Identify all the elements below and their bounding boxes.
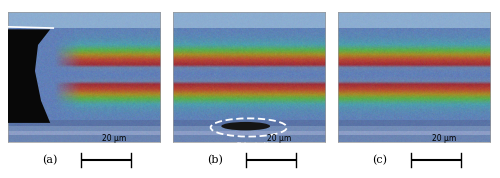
Text: 20 μm: 20 μm	[432, 134, 456, 143]
Text: 20 μm: 20 μm	[102, 134, 126, 143]
Text: (a): (a)	[42, 155, 58, 165]
Ellipse shape	[222, 122, 270, 130]
Text: Delamination: Delamination	[237, 142, 276, 147]
Text: 20 μm: 20 μm	[266, 134, 291, 143]
Text: (b): (b)	[207, 155, 222, 165]
Text: (c): (c)	[372, 155, 388, 165]
Polygon shape	[4, 29, 50, 123]
